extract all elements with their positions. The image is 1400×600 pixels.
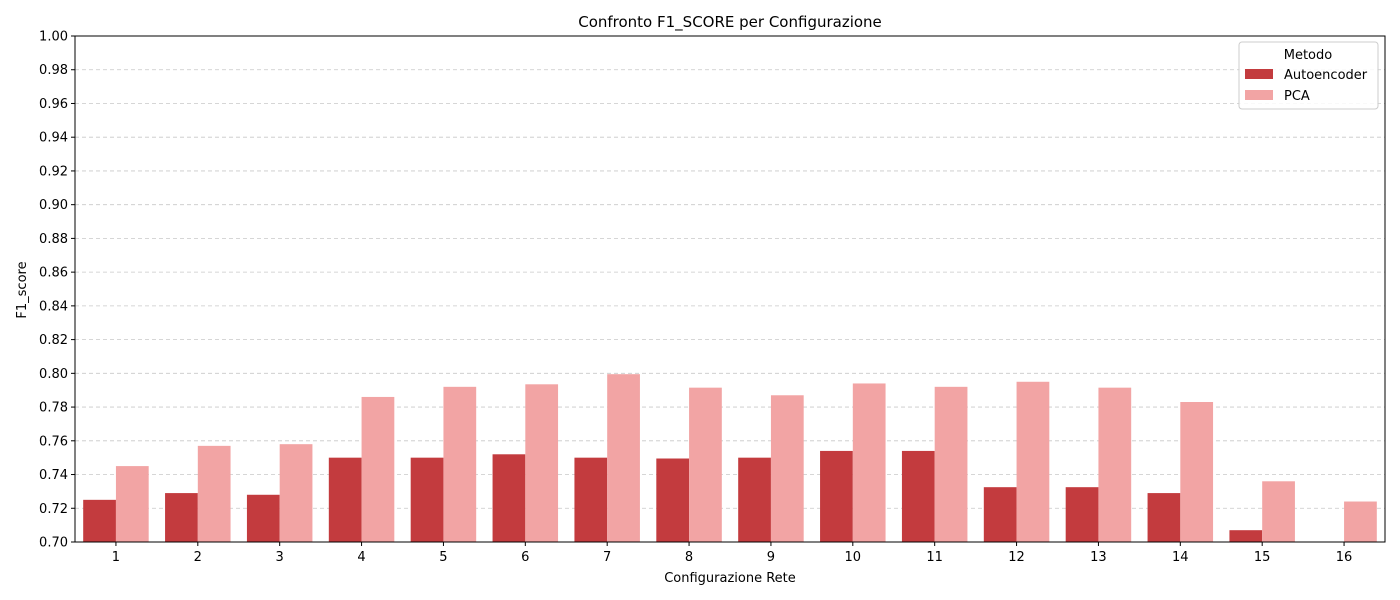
bar-pca-4 [361, 396, 395, 542]
bar-autoencoder-13 [1065, 487, 1099, 542]
bar-pca-7 [607, 374, 640, 542]
y-axis-label: F1_score [15, 261, 30, 318]
y-tick-label: 0.70 [39, 536, 68, 551]
y-tick-label: 0.78 [39, 401, 68, 416]
bar-pca-3 [279, 444, 313, 542]
x-tick-label: 13 [1090, 550, 1107, 565]
legend-label-autoencoder: Autoencoder [1284, 68, 1368, 83]
bar-autoencoder-4 [328, 457, 362, 542]
bar-pca-10 [852, 383, 886, 542]
y-tick-label: 0.94 [39, 131, 68, 146]
y-tick-label: 0.84 [39, 299, 68, 314]
bar-autoencoder-6 [492, 454, 526, 542]
legend-title: Metodo [1284, 48, 1333, 63]
bar-autoencoder-2 [165, 493, 198, 542]
x-tick-label: 11 [926, 550, 943, 565]
x-axis-label: Configurazione Rete [664, 571, 796, 586]
bar-pca-13 [1098, 387, 1132, 542]
x-tick-label: 9 [767, 550, 775, 565]
x-tick-label: 1 [112, 550, 120, 565]
bars [83, 374, 1377, 542]
y-tick-label: 1.00 [39, 30, 68, 45]
y-tick-label: 0.76 [39, 434, 68, 449]
y-tick-label: 0.80 [39, 367, 68, 382]
bar-pca-15 [1262, 481, 1295, 542]
bar-pca-12 [1016, 381, 1050, 542]
x-tick-label: 15 [1254, 550, 1271, 565]
y-tick-label: 0.88 [39, 232, 68, 247]
x-tick-label: 4 [357, 550, 365, 565]
y-tick-label: 0.90 [39, 198, 68, 213]
y-tick-label: 0.86 [39, 266, 68, 281]
legend-box [1238, 41, 1379, 110]
bar-autoencoder-1 [83, 499, 116, 542]
legend-swatch-pca [1245, 90, 1273, 100]
bar-pca-5 [443, 386, 477, 542]
y-tick-label: 0.96 [39, 97, 68, 112]
bar-pca-14 [1180, 402, 1214, 542]
y-tick-label: 0.82 [39, 333, 68, 348]
y-tick-label: 0.92 [39, 164, 68, 179]
y-tick-label: 0.72 [39, 502, 68, 517]
bar-autoencoder-5 [410, 457, 444, 542]
x-tick-label: 14 [1172, 550, 1189, 565]
bar-autoencoder-15 [1229, 530, 1263, 542]
x-tick-label: 16 [1336, 550, 1353, 565]
bar-autoencoder-8 [656, 458, 690, 542]
x-tick-label: 8 [685, 550, 693, 565]
bar-pca-9 [770, 395, 804, 542]
x-axis: 1 2 3 4 5 6 7 8 9 10 11 12 13 14 15 16 [112, 542, 1353, 565]
bar-pca-1 [115, 466, 149, 542]
plot-frame [74, 35, 1386, 543]
y-tick-label: 0.74 [39, 468, 68, 483]
bar-autoencoder-3 [246, 494, 280, 542]
bar-autoencoder-11 [901, 450, 935, 542]
x-tick-label: 12 [1008, 550, 1025, 565]
bar-autoencoder-14 [1147, 493, 1181, 542]
x-tick-label: 3 [276, 550, 284, 565]
bar-pca-2 [197, 445, 231, 542]
bar-pca-16 [1344, 501, 1377, 542]
bar-autoencoder-10 [820, 450, 853, 542]
chart-title: Confronto F1_SCORE per Configurazione [578, 13, 882, 32]
y-tick-label: 0.98 [39, 63, 68, 78]
bar-pca-11 [934, 386, 968, 542]
bar-autoencoder-7 [574, 457, 608, 542]
legend-label-pca: PCA [1284, 89, 1310, 104]
bar-autoencoder-12 [983, 487, 1017, 542]
x-tick-label: 7 [603, 550, 611, 565]
x-tick-label: 10 [845, 550, 862, 565]
x-tick-label: 2 [194, 550, 202, 565]
bar-autoencoder-9 [738, 457, 771, 542]
x-tick-label: 5 [439, 550, 447, 565]
x-tick-label: 6 [521, 550, 529, 565]
bar-pca-8 [689, 387, 722, 542]
y-axis: 0.70 0.72 0.74 0.76 0.78 0.80 0.82 0.84 0.86 0.88… [39, 30, 75, 551]
bar-pca-6 [525, 384, 559, 542]
legend-swatch-autoencoder [1245, 69, 1273, 79]
legend: Metodo Autoencoder PCA [1238, 41, 1379, 110]
